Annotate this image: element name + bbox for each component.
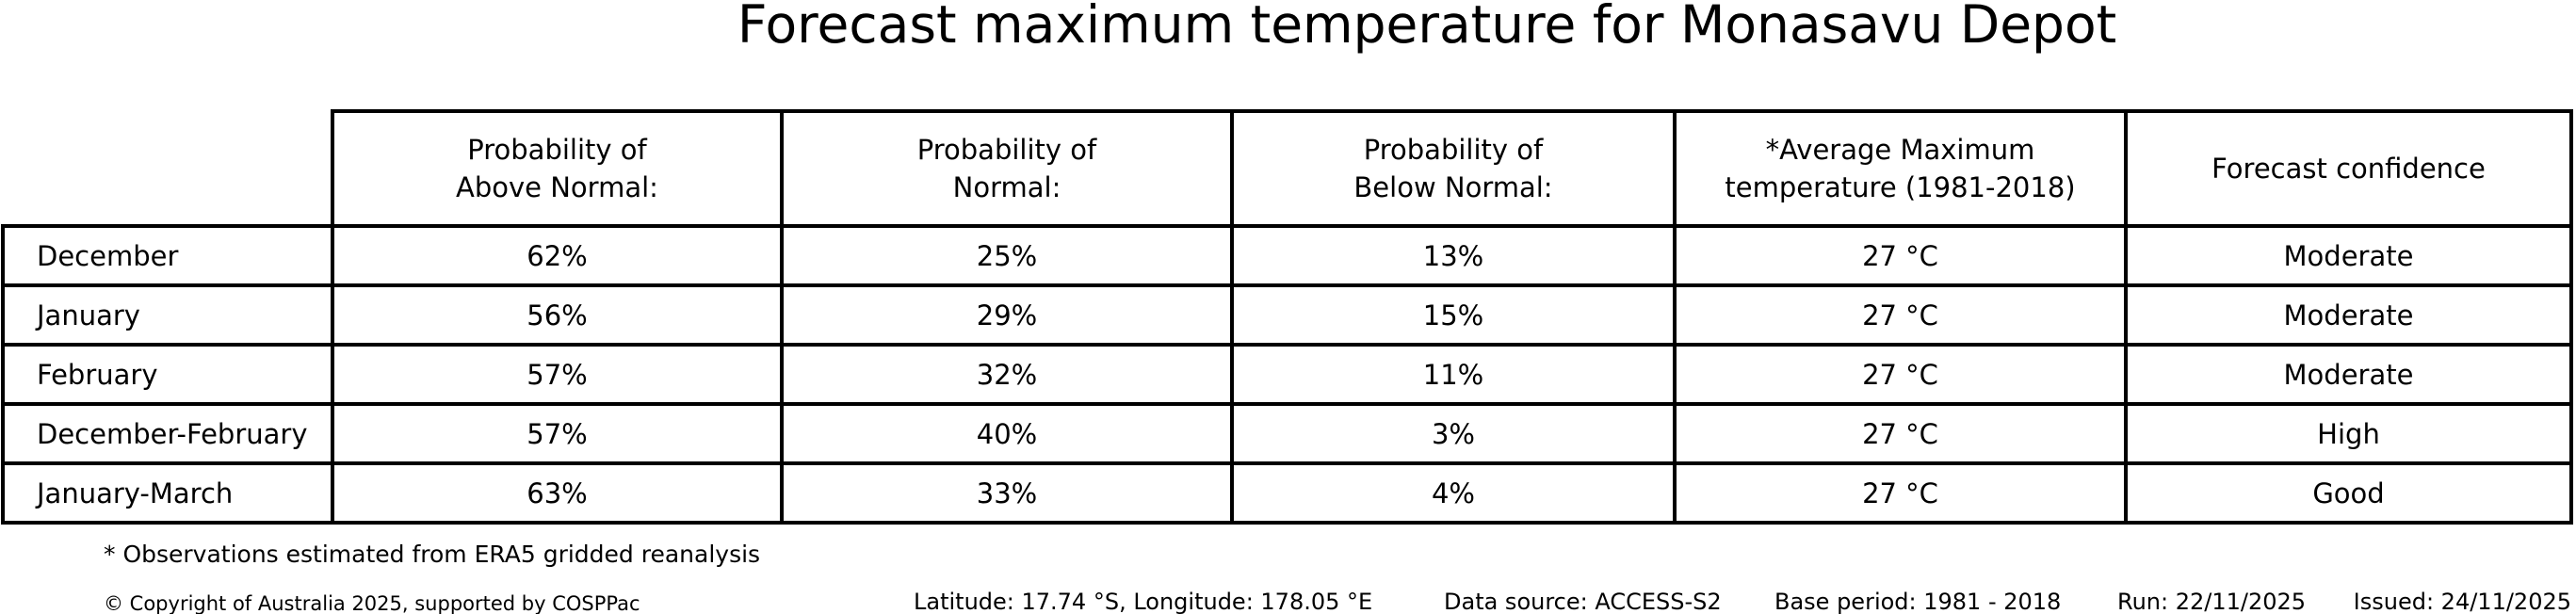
- avg-temp-cell: 27 °C: [1673, 461, 2128, 525]
- normal-cell: 32%: [780, 343, 1234, 406]
- above-normal-cell: 56%: [331, 283, 784, 347]
- row-label-cell: February: [1, 343, 334, 406]
- header-above-normal: Probability of Above Normal:: [331, 109, 784, 228]
- below-normal-cell: 13%: [1230, 224, 1677, 287]
- below-normal-cell: 11%: [1230, 343, 1677, 406]
- header-forecast-confidence: Forecast confidence: [2124, 109, 2573, 228]
- above-normal-cell: 63%: [331, 461, 784, 525]
- data-source-text: Data source: ACCESS-S2: [1444, 589, 1722, 614]
- confidence-cell: Moderate: [2124, 224, 2573, 287]
- table-row-december: December 62% 25% 13% 27 °C Moderate: [1, 224, 2573, 287]
- above-normal-cell: 57%: [331, 402, 784, 465]
- below-normal-cell: 3%: [1230, 402, 1677, 465]
- header-avg-max-temp: *Average Maximum temperature (1981-2018): [1673, 109, 2128, 228]
- normal-cell: 29%: [780, 283, 1234, 347]
- corner-cell: [3, 111, 332, 226]
- page-title: Forecast maximum temperature for Monasav…: [737, 0, 2117, 55]
- copyright-text: © Copyright of Australia 2025, supported…: [104, 592, 640, 614]
- normal-cell: 25%: [780, 224, 1234, 287]
- below-normal-cell: 4%: [1230, 461, 1677, 525]
- confidence-cell: High: [2124, 402, 2573, 465]
- avg-temp-cell: 27 °C: [1673, 402, 2128, 465]
- header-below-normal: Probability of Below Normal:: [1230, 109, 1677, 228]
- row-label-cell: January: [1, 283, 334, 347]
- normal-cell: 40%: [780, 402, 1234, 465]
- row-label-cell: December-February: [1, 402, 334, 465]
- confidence-cell: Good: [2124, 461, 2573, 525]
- normal-cell: 33%: [780, 461, 1234, 525]
- table-row-february: February 57% 32% 11% 27 °C Moderate: [1, 343, 2573, 406]
- forecast-table: Probability of Above Normal: Probability…: [1, 109, 2573, 525]
- table-row-january: January 56% 29% 15% 27 °C Moderate: [1, 283, 2573, 347]
- avg-temp-cell: 27 °C: [1673, 343, 2128, 406]
- header-row: Probability of Above Normal: Probability…: [3, 109, 2573, 228]
- above-normal-cell: 62%: [331, 224, 784, 287]
- header-normal: Probability of Normal:: [780, 109, 1234, 228]
- base-period-text: Base period: 1981 - 2018: [1774, 589, 2062, 614]
- avg-temp-cell: 27 °C: [1673, 283, 2128, 347]
- table-row-january-march: January-March 63% 33% 4% 27 °C Good: [1, 461, 2573, 525]
- confidence-cell: Moderate: [2124, 283, 2573, 347]
- table-row-december-february: December-February 57% 40% 3% 27 °C High: [1, 402, 2573, 465]
- row-label-cell: January-March: [1, 461, 334, 525]
- below-normal-cell: 15%: [1230, 283, 1677, 347]
- confidence-cell: Moderate: [2124, 343, 2573, 406]
- run-date-text: Run: 22/11/2025: [2117, 589, 2307, 614]
- issued-date-text: Issued: 24/11/2025: [2353, 589, 2571, 614]
- era5-footnote: * Observations estimated from ERA5 gridd…: [104, 541, 761, 568]
- row-label-cell: December: [1, 224, 334, 287]
- above-normal-cell: 57%: [331, 343, 784, 406]
- location-text: Latitude: 17.74 °S, Longitude: 178.05 °E: [914, 589, 1373, 614]
- avg-temp-cell: 27 °C: [1673, 224, 2128, 287]
